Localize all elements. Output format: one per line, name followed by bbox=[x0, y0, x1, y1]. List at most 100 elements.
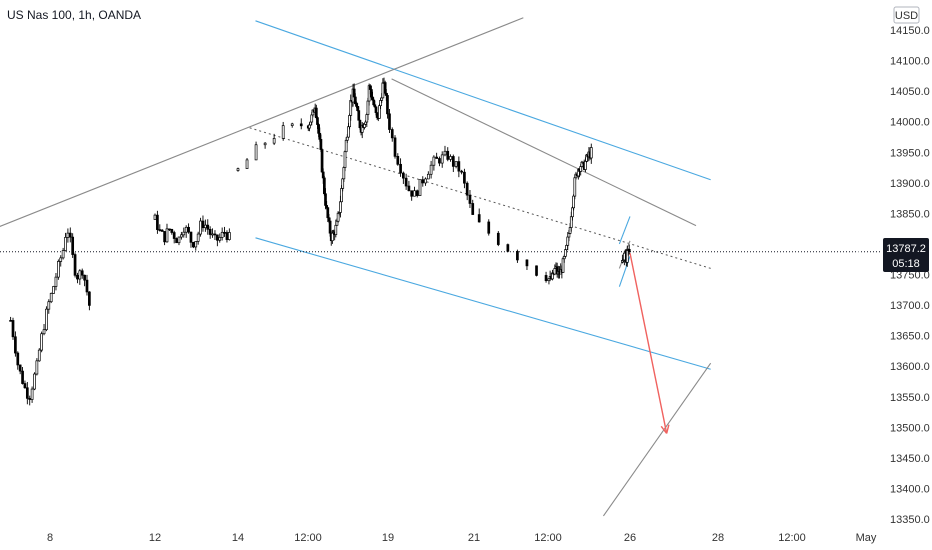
candle-body bbox=[477, 214, 481, 223]
candle-body bbox=[68, 232, 72, 238]
currency-badge-label: USD bbox=[895, 10, 918, 22]
x-tick-label: 26 bbox=[624, 532, 636, 544]
y-tick-label: 13900.0 bbox=[890, 178, 930, 190]
candle bbox=[418, 179, 422, 196]
candle-body bbox=[21, 370, 24, 384]
candle bbox=[158, 224, 162, 232]
candle bbox=[16, 351, 20, 370]
candle-body bbox=[61, 250, 65, 259]
candle-body bbox=[440, 154, 444, 164]
candle-body bbox=[451, 156, 455, 167]
candle bbox=[463, 168, 466, 189]
candle bbox=[192, 241, 195, 249]
candle bbox=[555, 262, 559, 278]
x-tick-label: 14 bbox=[232, 532, 244, 544]
x-tick-label: 12 bbox=[149, 532, 161, 544]
candle-body bbox=[168, 228, 171, 231]
candle bbox=[535, 265, 538, 277]
candle-body bbox=[454, 161, 458, 167]
candle bbox=[18, 364, 22, 375]
candle bbox=[254, 141, 258, 161]
candle-body bbox=[158, 229, 162, 231]
candle-body bbox=[506, 244, 510, 252]
candle-body bbox=[76, 274, 79, 280]
candle bbox=[194, 241, 198, 251]
candle-body bbox=[393, 137, 397, 157]
candle bbox=[196, 231, 200, 245]
candle-body bbox=[562, 255, 566, 260]
candle-body bbox=[33, 373, 36, 390]
candle bbox=[547, 278, 551, 285]
y-tick-label: 13450.0 bbox=[890, 453, 930, 465]
candle-body bbox=[357, 110, 361, 121]
candle-body bbox=[568, 227, 572, 234]
candle-body bbox=[73, 254, 77, 276]
candle bbox=[83, 274, 86, 287]
candle bbox=[35, 358, 39, 376]
candle-body bbox=[429, 164, 433, 175]
x-axis[interactable]: 8 12 14 12:00 19 21 12:00 26 28 12:00 May bbox=[47, 532, 877, 544]
candle-body bbox=[418, 179, 422, 196]
x-tick-label: 12:00 bbox=[534, 532, 562, 544]
candle bbox=[23, 380, 27, 389]
candle bbox=[30, 386, 34, 403]
candle bbox=[21, 367, 24, 385]
candle-body bbox=[463, 171, 466, 184]
candle bbox=[446, 147, 450, 162]
candle-body bbox=[204, 224, 207, 229]
candle bbox=[25, 382, 29, 405]
candle bbox=[228, 228, 231, 241]
candle-body bbox=[223, 231, 226, 234]
candle-body bbox=[424, 178, 427, 184]
y-tick-label: 13400.0 bbox=[890, 483, 930, 495]
candle-body bbox=[544, 275, 548, 282]
candle-body bbox=[627, 248, 631, 253]
candle bbox=[386, 93, 389, 119]
candle-body bbox=[245, 159, 249, 169]
candle-body bbox=[64, 237, 67, 251]
candle bbox=[9, 316, 12, 322]
candle bbox=[78, 269, 82, 285]
candle-body bbox=[314, 107, 318, 118]
candle bbox=[525, 259, 529, 271]
currency-badge[interactable]: USD bbox=[893, 6, 920, 24]
candle bbox=[393, 135, 397, 159]
candle bbox=[460, 169, 463, 175]
candle-body bbox=[272, 138, 276, 144]
candle-body bbox=[396, 155, 400, 165]
y-axis[interactable]: 14150.0 14100.0 14050.0 14000.0 13950.0 13900… bbox=[890, 25, 930, 526]
candle-body bbox=[45, 308, 48, 331]
candle bbox=[506, 243, 510, 253]
candle-body bbox=[446, 150, 450, 160]
candle-body bbox=[471, 203, 475, 215]
candle-body bbox=[290, 123, 294, 126]
candle-body bbox=[468, 194, 472, 204]
candle-body bbox=[206, 224, 210, 230]
candle-body bbox=[163, 231, 166, 243]
candle-body bbox=[201, 220, 205, 229]
price-label: 13787.2 05:18 bbox=[883, 238, 929, 272]
candle bbox=[426, 171, 430, 180]
candle bbox=[449, 154, 452, 162]
candle bbox=[396, 153, 400, 166]
candle-body bbox=[399, 163, 402, 174]
candle-body bbox=[457, 161, 461, 172]
candle-body bbox=[525, 259, 529, 267]
y-tick-label: 13550.0 bbox=[890, 392, 930, 404]
channel-midline bbox=[249, 127, 711, 269]
candle-body bbox=[263, 142, 267, 146]
candle bbox=[160, 229, 164, 232]
candle-body bbox=[413, 190, 416, 197]
candle-body bbox=[175, 238, 178, 244]
candle bbox=[208, 226, 212, 239]
candle-body bbox=[410, 190, 414, 197]
candle bbox=[272, 133, 276, 146]
candle bbox=[71, 233, 75, 258]
candle-body bbox=[80, 270, 84, 276]
candle bbox=[37, 348, 41, 362]
candle bbox=[163, 231, 166, 246]
candle bbox=[407, 180, 411, 192]
candle-body bbox=[49, 293, 53, 303]
candle bbox=[45, 306, 48, 332]
candle bbox=[572, 194, 575, 211]
